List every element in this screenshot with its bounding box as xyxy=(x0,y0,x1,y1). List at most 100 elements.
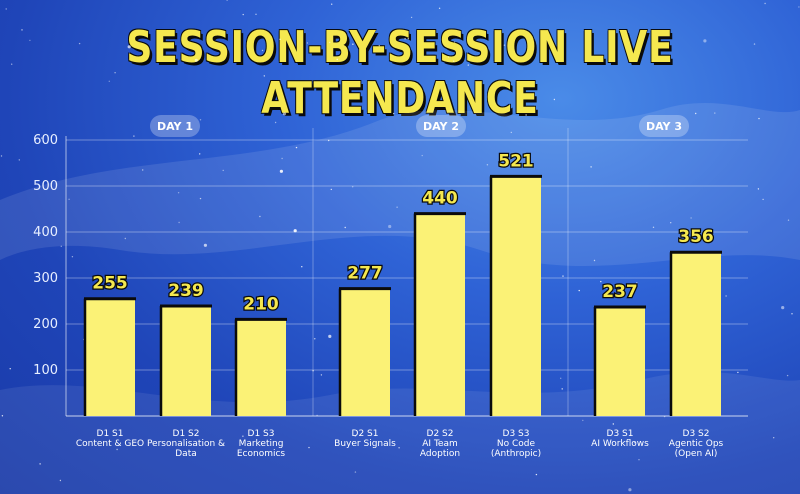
category-label: D3 S1 AI Workflows xyxy=(591,429,649,449)
star xyxy=(442,444,444,446)
star xyxy=(222,169,224,172)
day-badge-label: DAY 3 xyxy=(646,120,682,133)
star xyxy=(404,38,406,40)
star xyxy=(242,13,244,16)
star xyxy=(242,435,244,437)
star xyxy=(279,169,283,173)
star xyxy=(633,442,636,444)
star xyxy=(274,121,277,124)
star xyxy=(560,377,562,379)
star xyxy=(328,334,332,338)
category-label-line: Personalisation & xyxy=(147,439,225,449)
star xyxy=(638,459,640,461)
y-tick-label: 500 xyxy=(33,179,58,194)
bar xyxy=(161,306,211,416)
category-label-line: D3 S2 xyxy=(683,429,710,439)
bar xyxy=(415,213,465,416)
star xyxy=(781,306,785,310)
star xyxy=(124,237,127,240)
category-label: D2 S2 AI Team Adoption xyxy=(420,429,460,459)
category-label-line: D3 S3 xyxy=(503,429,530,439)
star xyxy=(116,448,118,451)
category-label: D2 S1 Buyer Signals xyxy=(334,429,396,449)
star xyxy=(787,219,790,221)
star xyxy=(410,16,413,19)
star xyxy=(695,112,697,115)
category-label-line: Agentic Ops xyxy=(669,439,724,449)
value-label: 356 xyxy=(678,227,714,247)
star xyxy=(737,371,739,374)
star xyxy=(352,186,354,188)
star xyxy=(263,75,265,77)
category-label: D1 S1 Content & GEO xyxy=(76,429,144,449)
bars xyxy=(83,174,722,416)
star xyxy=(600,280,602,283)
star xyxy=(421,154,423,157)
y-axis: 100 200 300 400 500 600 xyxy=(33,133,748,417)
y-tick-label: 300 xyxy=(33,271,58,286)
star xyxy=(486,164,489,166)
star xyxy=(612,423,614,425)
star xyxy=(757,188,760,190)
star xyxy=(764,2,766,5)
star xyxy=(11,63,13,65)
star xyxy=(259,215,261,218)
star xyxy=(354,435,356,437)
star xyxy=(306,42,309,44)
category-label: D1 S2 Personalisation & Data xyxy=(147,429,225,459)
star xyxy=(398,447,400,449)
star xyxy=(320,374,323,376)
category-label: D3 S3 No Code (Anthropic) xyxy=(491,429,541,459)
star xyxy=(503,44,506,46)
category-label: D3 S2 Agentic Ops (Open AI) xyxy=(669,429,724,459)
star xyxy=(71,256,74,258)
star xyxy=(133,135,135,137)
star xyxy=(454,41,456,43)
star xyxy=(407,38,409,40)
value-label: 277 xyxy=(347,264,383,284)
star xyxy=(9,368,11,370)
star xyxy=(593,259,596,262)
star xyxy=(301,266,303,268)
star xyxy=(40,137,43,139)
star xyxy=(396,206,398,208)
star xyxy=(125,276,128,278)
star xyxy=(177,192,180,194)
star xyxy=(194,58,198,62)
star xyxy=(279,38,281,40)
star xyxy=(255,13,257,15)
bar xyxy=(671,252,721,416)
value-label: 237 xyxy=(602,282,638,302)
star xyxy=(352,43,354,45)
category-label-line: D2 S2 xyxy=(427,429,454,439)
star xyxy=(562,275,564,277)
star xyxy=(329,41,331,44)
category-label-line: (Open AI) xyxy=(675,449,718,459)
day-badge-label: DAY 2 xyxy=(423,120,459,133)
value-label: 521 xyxy=(498,151,534,171)
star xyxy=(142,169,144,171)
star xyxy=(525,114,527,116)
category-label-line: No Code xyxy=(497,439,536,449)
category-label-line: Data xyxy=(175,449,197,459)
star xyxy=(535,473,538,476)
star xyxy=(0,155,3,157)
star xyxy=(282,112,287,116)
value-label: 255 xyxy=(92,274,128,294)
star xyxy=(5,8,7,10)
star xyxy=(510,131,512,134)
star xyxy=(114,72,116,74)
category-label-line: D1 S2 xyxy=(173,429,200,439)
star xyxy=(561,388,563,390)
day-badge-label: DAY 1 xyxy=(157,120,193,133)
star xyxy=(199,153,201,155)
star xyxy=(467,64,469,66)
star xyxy=(308,446,310,449)
star xyxy=(328,139,330,142)
star xyxy=(314,338,316,340)
category-label-line: Buyer Signals xyxy=(334,439,396,449)
star xyxy=(798,6,800,8)
value-labels: 255 239 210 277 440 521 237 356 xyxy=(91,150,715,316)
category-label-line: D2 S1 xyxy=(352,429,379,439)
